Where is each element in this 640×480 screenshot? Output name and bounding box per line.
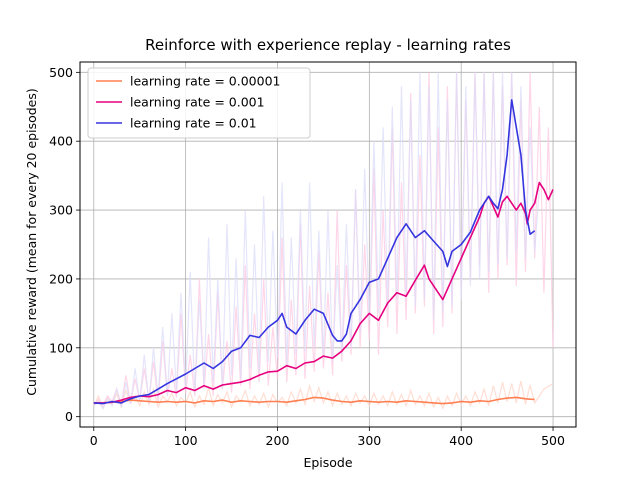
mean-series-line-2	[93, 99, 536, 405]
legend-entry-0: learning rate = 0.00001	[130, 74, 280, 89]
mean-series-line-0	[93, 396, 535, 405]
y-axis-label: Cumulative reward (mean for every 20 epi…	[24, 88, 39, 395]
x-tick-label: 0	[90, 433, 98, 448]
x-tick-label: 100	[174, 433, 198, 448]
x-axis: 0 100 200 300 400 500	[90, 427, 565, 448]
mean-line-layer	[93, 99, 554, 405]
legend-entry-1: learning rate = 0.001	[130, 95, 265, 110]
chart-title: Reinforce with experience replay - learn…	[145, 36, 511, 54]
legend: learning rate = 0.00001 learning rate = 0…	[87, 67, 311, 139]
legend-entry-2: learning rate = 0.01	[130, 116, 257, 131]
y-tick-label: 400	[49, 134, 73, 149]
x-tick-label: 500	[541, 433, 565, 448]
plot-frame	[79, 61, 577, 428]
y-tick-label: 200	[49, 271, 73, 286]
mean-series-line-1	[93, 181, 554, 404]
y-tick-label: 0	[65, 409, 73, 424]
x-tick-label: 400	[449, 433, 473, 448]
x-tick-label: 300	[357, 433, 381, 448]
x-tick-label: 200	[266, 433, 290, 448]
legend-box	[87, 67, 311, 139]
y-tick-label: 100	[49, 340, 73, 355]
x-axis-label: Episode	[303, 455, 352, 470]
y-tick-label: 300	[49, 203, 73, 218]
y-tick-label: 500	[49, 65, 73, 80]
y-axis: 0 100 200 300 400 500	[49, 65, 80, 424]
raw-series-line-2	[93, 72, 540, 410]
